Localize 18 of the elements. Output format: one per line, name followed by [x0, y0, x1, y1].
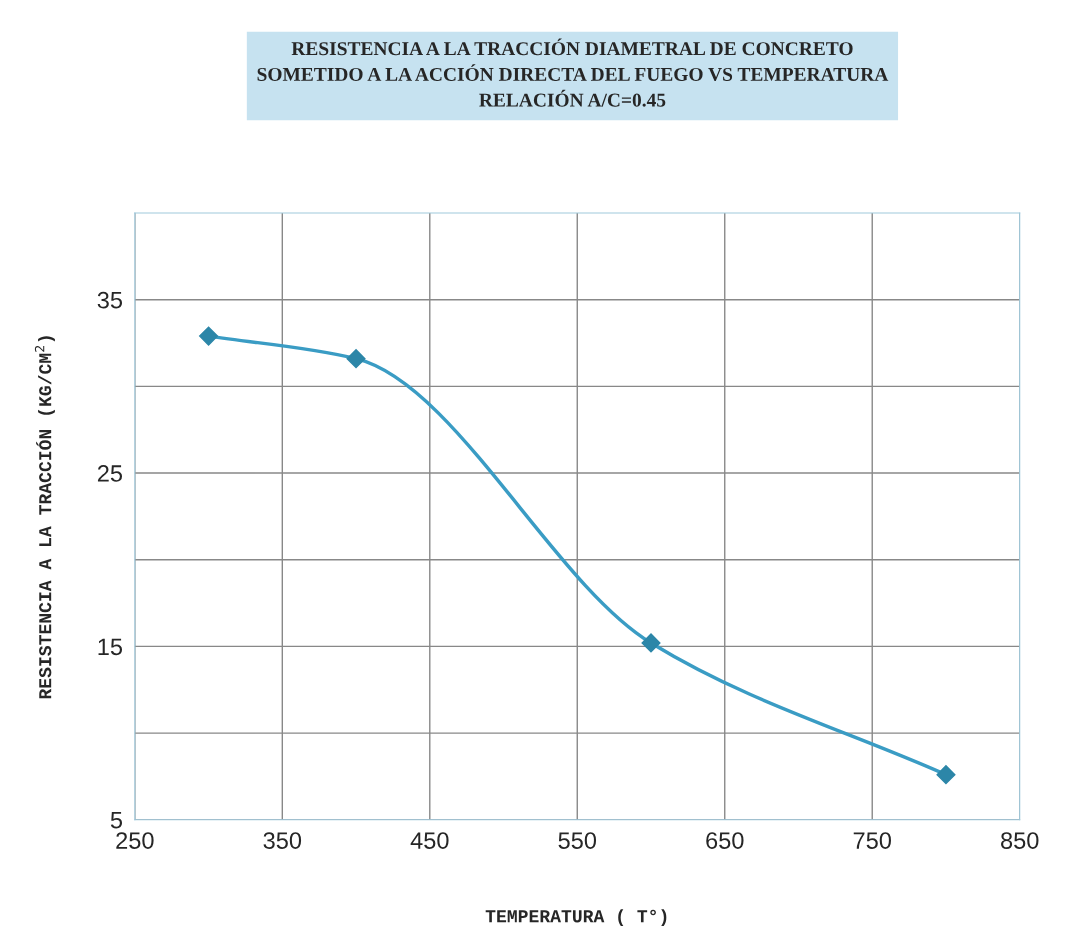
y-axis-title: RESISTENCIA A LA TRACCIÓN (KG/CM$^{2}$)	[34, 336, 55, 699]
y-tick-label: 15	[98, 638, 123, 656]
point	[936, 765, 956, 785]
x-axis-title: TEMPERATURA ( T°)	[485, 909, 667, 926]
x-tick-label: 350	[263, 832, 302, 849]
x-tick-label: 550	[558, 832, 597, 849]
x-tick-label: 750	[853, 832, 891, 849]
chart-title: RESISTENCIA A LA TRACCIÓN DIAMETRAL DE CONCRETO SOMETIDO A LA ACCIÓN DIRECTA DEL FUEGO VS TEMPERATURA RELACIÓN A/C=0.45	[257, 38, 889, 107]
y-tick-label: 5	[110, 812, 123, 829]
point	[641, 633, 661, 653]
x-tick-label: 450	[410, 832, 449, 849]
point	[346, 349, 366, 369]
y-tick-label: 25	[97, 465, 123, 482]
x-tick-label: 650	[706, 832, 744, 849]
x-tick-label: 250	[116, 832, 154, 849]
y-tick-label: 35	[97, 291, 123, 309]
point	[199, 326, 219, 346]
x-tick-label: 850	[1001, 832, 1039, 849]
